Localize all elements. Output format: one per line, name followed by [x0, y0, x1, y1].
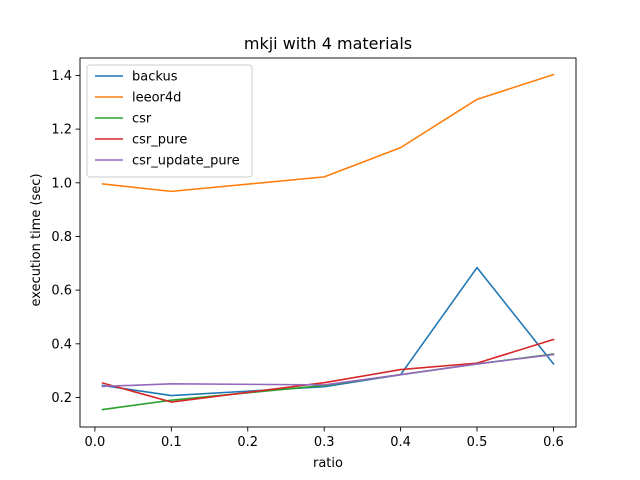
x-tick-label: 0.6 [543, 435, 564, 450]
series-line-backus [101, 266, 555, 397]
legend: backus leeor4d csr csr_pure csr_update_pure [86, 64, 253, 178]
y-tick-label: 0.6 [51, 284, 72, 299]
y-tick-label: 1.0 [51, 176, 72, 191]
x-axis-label: ratio [313, 456, 343, 471]
legend-entry: csr_update_pure [132, 154, 240, 169]
legend-entry: csr_pure [132, 133, 187, 148]
y-tick-label: 0.8 [51, 230, 72, 245]
x-tick-label: 0.4 [390, 435, 411, 450]
y-tick-label: 0.2 [51, 391, 72, 406]
legend-box [86, 64, 253, 178]
x-tick-label: 0.1 [161, 435, 182, 450]
y-axis-label: execution time (sec) [29, 173, 44, 306]
x-tick-label: 0.2 [237, 435, 258, 450]
legend-entry: backus [132, 70, 178, 85]
series-line-leeor4d [101, 73, 555, 193]
x-tick-label: 0.0 [85, 435, 106, 450]
chart-title: mkji with 4 materials [244, 34, 412, 53]
y-tick-label: 0.4 [51, 337, 72, 352]
y-tick-label: 1.2 [51, 123, 72, 138]
axes-frame [79, 57, 577, 428]
series-line-csr-update-pure [101, 353, 555, 388]
x-tick-label: 0.5 [467, 435, 488, 450]
x-tick-label: 0.3 [314, 435, 335, 450]
series-line-csr-pure [101, 338, 555, 403]
y-tick-label: 1.4 [51, 69, 72, 84]
legend-entry: csr [132, 112, 152, 127]
plot-area: 0.0 0.1 0.2 0.3 0.4 0.5 0.6 0.2 0.4 0.6 0.8 1.0 1.2 1… [51, 57, 577, 450]
legend-entry: leeor4d [132, 91, 181, 106]
